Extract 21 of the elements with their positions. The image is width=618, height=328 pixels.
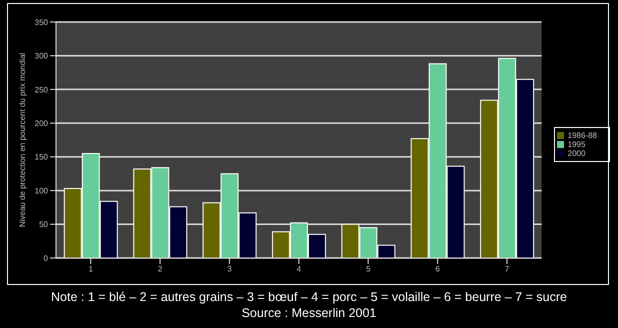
y-tick-label: 0 xyxy=(44,254,49,263)
legend-label: 1986-88 xyxy=(568,130,597,140)
y-tick-label: 300 xyxy=(34,52,49,61)
legend-label: 2000 xyxy=(568,148,586,158)
text: Note : 1 = blé – 2 = autres grains – 3 = bœuf – 4 = porc – 5 = volaille – 6 = beurre – 7 = sucre xyxy=(50,289,568,305)
source-note: Source : Messerlin 2001 xyxy=(240,305,378,321)
legend-label: 1995 xyxy=(568,140,586,148)
x-tick-label: 7 xyxy=(504,264,510,274)
x-tick-label: 4 xyxy=(296,264,302,274)
y-tick-label: 250 xyxy=(34,85,49,94)
y-tick-label: 350 xyxy=(34,18,49,27)
x-tick-label: 2 xyxy=(158,264,163,274)
y-tick-label: 50 xyxy=(39,220,49,230)
x-tick-label: 5 xyxy=(366,264,371,274)
y-tick-label: 100 xyxy=(34,186,49,196)
y-axis-title: Niveau de protection en pourcent du prix mondial xyxy=(18,52,27,228)
x-tick-label: 1 xyxy=(88,264,94,274)
y-tick-label: 200 xyxy=(34,118,49,128)
x-tick-label: 3 xyxy=(227,264,232,274)
x-tick-label: 6 xyxy=(435,264,440,274)
y-tick-label: 150 xyxy=(34,152,49,162)
